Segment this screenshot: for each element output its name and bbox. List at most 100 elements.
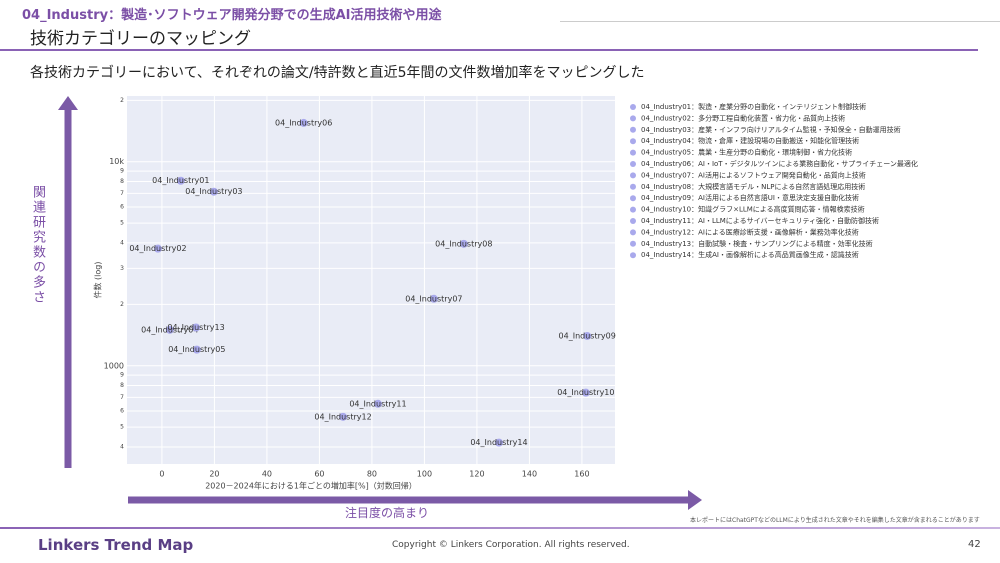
y-tick-label: 8 xyxy=(120,178,124,185)
legend-entry: 04_Industry01：製造・産業分野の自動化・インテリジェント制御技術 xyxy=(641,102,866,111)
legend-entry: 04_Industry03：産業・インフラ向けリアルタイム監視・予知保全・自動運… xyxy=(641,125,901,134)
point-label: 04_Industry01 xyxy=(152,176,209,185)
legend-marker xyxy=(630,229,636,236)
legend-marker xyxy=(630,149,636,156)
point-label: 04_Industry10 xyxy=(557,388,614,397)
point-label: 04_Industry04 xyxy=(141,325,198,334)
brand: Linkers Trend Map xyxy=(38,536,194,554)
x-tick-label: 20 xyxy=(209,470,219,479)
point xyxy=(459,239,468,248)
point xyxy=(165,325,174,334)
legend-entry: 04_Industry04：物流・倉庫・建設現場の自動搬送・知能化管理技術 xyxy=(641,136,859,145)
llm-note: 本レポートにはChatGPTなどのLLMにより生成された文章やそれを編集した文章… xyxy=(690,517,980,524)
y-tick-label: 8 xyxy=(120,382,124,389)
x-tick-label: 100 xyxy=(417,470,432,479)
y-tick-label: 3 xyxy=(120,265,124,272)
point-label: 04_Industry05 xyxy=(168,345,225,354)
legend-entry: 04_Industry10：知識グラフ×LLMによる高度質問応答・情報検索技術 xyxy=(641,205,865,214)
legend-marker xyxy=(630,195,636,202)
point xyxy=(373,399,382,408)
x-axis-title: 2020－2024年における1年ごとの増加率[%]（対数回帰） xyxy=(205,481,417,491)
x-tick-label: 60 xyxy=(314,470,324,479)
y-tick-label: 5 xyxy=(120,424,124,431)
x-tick-label: 140 xyxy=(522,470,537,479)
y-tick-label: 1000 xyxy=(104,361,124,370)
horizontal-arrow-label: 注目度の高まり xyxy=(345,506,430,520)
point xyxy=(581,388,590,397)
y-tick-label: 7 xyxy=(120,394,124,401)
title-rule xyxy=(0,49,978,51)
legend-entry: 04_Industry08：大規模言語モデル・NLPによる自然言語処理応用技術 xyxy=(641,182,865,191)
vertical-arrow-label: 関連研究数の多さ xyxy=(30,185,45,305)
legend-marker xyxy=(630,218,636,224)
point xyxy=(209,187,218,196)
legend-marker xyxy=(630,115,636,122)
point-label: 04_Industry07 xyxy=(405,294,462,303)
legend-marker xyxy=(630,206,636,213)
y-tick-label: 7 xyxy=(120,190,124,197)
point-label: 04_Industry08 xyxy=(435,239,492,248)
lead-text: 各技術カテゴリーにおいて、それぞれの論文/特許数と直近5年間の文件数増加率をマッ… xyxy=(30,65,645,81)
page-number: 42 xyxy=(968,539,981,550)
section-title: 04_Industry：製造･ソフトウェア開発分野での生成AI活用技術や用途 xyxy=(22,8,442,23)
legend-entry: 04_Industry07：AI活用によるソフトウェア開発自動化・品質向上技術 xyxy=(641,170,866,179)
legend-marker xyxy=(630,126,636,133)
y-tick-label: 2 xyxy=(120,301,124,308)
point-label: 04_Industry13 xyxy=(167,323,224,332)
point xyxy=(339,412,348,421)
x-tick-label: 0 xyxy=(159,470,164,479)
point-label: 04_Industry11 xyxy=(349,399,406,408)
point-label: 04_Industry14 xyxy=(470,438,527,447)
y-tick-label: 5 xyxy=(120,220,124,227)
point-label: 04_Industry06 xyxy=(275,118,332,127)
point xyxy=(153,244,162,253)
plot-area xyxy=(127,96,615,464)
copyright: Copyright © Linkers Corporation. All rig… xyxy=(392,540,630,550)
y-tick-label: 9 xyxy=(120,168,124,175)
point xyxy=(494,438,503,447)
vertical-arrow-head xyxy=(58,96,78,110)
y-tick-label: 9 xyxy=(120,372,124,379)
top-rule xyxy=(560,21,1000,22)
slide-title: 技術カテゴリーのマッピング xyxy=(30,29,251,49)
point-label: 04_Industry12 xyxy=(314,412,371,421)
point-label: 04_Industry02 xyxy=(129,244,186,253)
point-label: 04_Industry09 xyxy=(559,331,616,340)
legend-entry: 04_Industry09：AI活用による自然言語UI・意思決定支援自動化技術 xyxy=(641,193,859,202)
y-tick-label: 6 xyxy=(120,408,124,415)
legend-entry: 04_Industry06：AI・IoT・デジタルツインによる業務自動化・サプラ… xyxy=(641,159,918,168)
x-tick-label: 80 xyxy=(367,470,377,479)
point xyxy=(583,331,592,340)
footer-rule xyxy=(0,527,1000,529)
x-tick-label: 40 xyxy=(262,470,272,479)
legend-entry: 04_Industry11：AI・LLMによるサイバーセキュリティ強化・自動防御… xyxy=(641,216,879,225)
legend-entry: 04_Industry13：自動試験・検査・サンプリングによる精度・効率化技術 xyxy=(641,239,873,248)
legend-marker xyxy=(630,252,636,259)
point xyxy=(192,323,201,332)
y-tick-label: 6 xyxy=(120,204,124,211)
legend-marker xyxy=(630,138,636,145)
x-tick-label: 120 xyxy=(469,470,484,479)
legend-entry: 04_Industry12：AIによる医療診断支援・画像解析・業務効率化技術 xyxy=(641,227,859,236)
legend-entry: 04_Industry05：農業・生産分野の自動化・環境制御・省力化技術 xyxy=(641,148,852,157)
y-tick-label: 10k xyxy=(109,157,124,166)
point xyxy=(299,118,308,127)
legend-marker xyxy=(630,104,636,110)
legend-entry: 04_Industry02：多分野工程自動化装置・省力化・品質向上技術 xyxy=(641,113,845,122)
legend-marker xyxy=(630,183,636,190)
horizontal-arrow-head xyxy=(688,490,702,510)
legend-marker xyxy=(630,161,636,167)
point xyxy=(176,176,185,185)
point xyxy=(192,345,201,354)
legend-entry: 04_Industry14：生成AI・画像解析による高品質画像生成・認識技術 xyxy=(641,250,859,259)
point xyxy=(429,294,438,303)
x-tick-label: 160 xyxy=(574,470,589,479)
y-tick-label: 4 xyxy=(120,443,124,450)
y-tick-label: 2 xyxy=(120,97,124,104)
y-tick-label: 4 xyxy=(120,239,124,246)
y-axis-title: 件数 (log) xyxy=(93,262,103,299)
point-label: 04_Industry03 xyxy=(185,187,242,196)
legend-marker xyxy=(630,240,636,247)
